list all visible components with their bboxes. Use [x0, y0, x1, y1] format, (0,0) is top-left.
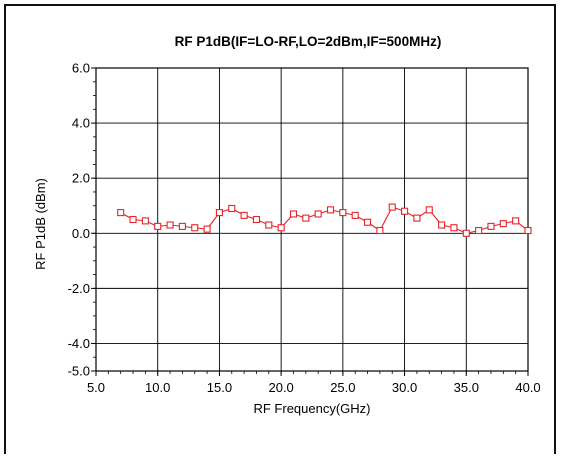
data-point: [289, 210, 298, 218]
x-tick-label: 20.0: [268, 380, 293, 395]
data-point: [363, 218, 372, 226]
data-point: [166, 221, 174, 229]
x-tick-label: 35.0: [454, 380, 479, 395]
y-tick-label: -2.0: [68, 281, 90, 296]
data-point: [178, 222, 186, 230]
data-point: [351, 211, 359, 219]
data-point: [450, 224, 458, 232]
data-point: [154, 222, 162, 230]
y-axis-label: RF P1dB (dBm): [33, 178, 48, 270]
data-point: [487, 222, 495, 230]
data-point: [376, 226, 384, 235]
y-tick-labels: 6.0 4.0 2.0 0.0 -2.0 -4.0 -5.0: [68, 61, 90, 379]
x-tick-label: 30.0: [392, 380, 417, 395]
data-point: [215, 209, 223, 217]
data-point: [339, 209, 347, 217]
x-tick-labels: 5.0 10.0 15.0 20.0 25.0 30.0 35.0 40.0: [87, 380, 541, 395]
x-tick-label: 15.0: [207, 380, 232, 395]
data-point: [228, 204, 236, 213]
data-point: [302, 214, 310, 222]
y-tick-label: -4.0: [68, 336, 90, 351]
data-point: [401, 207, 409, 215]
data-point: [524, 226, 532, 235]
data-point: [129, 215, 137, 224]
y-tick-label: 0.0: [72, 226, 90, 241]
grid: [96, 68, 528, 371]
data-point: [388, 203, 396, 211]
data-point: [499, 220, 507, 228]
x-tick-label: 5.0: [87, 380, 105, 395]
x-tick-label: 25.0: [330, 380, 355, 395]
data-point: [314, 210, 322, 218]
y-tick-label: 2.0: [72, 171, 90, 186]
y-tick-label: -5.0: [68, 364, 90, 379]
y-tick-label: 4.0: [72, 116, 90, 131]
series-line: [120, 206, 529, 234]
y-tick-label: 6.0: [72, 61, 90, 76]
data-point: [252, 215, 261, 224]
data-point: [117, 209, 125, 217]
data-point: [462, 229, 470, 237]
x-axis-label: RF Frequency(GHz): [253, 401, 370, 416]
chart-frame: RF P1dB(IF=LO-RF,LO=2dBm,IF=500MHz) 5.0 1…: [4, 4, 556, 454]
data-point: [141, 217, 149, 225]
data-point: [265, 221, 273, 229]
data-point: [413, 214, 421, 222]
x-tick-label: 40.0: [515, 380, 540, 395]
data-point: [438, 221, 446, 229]
chart-title: RF P1dB(IF=LO-RF,LO=2dBm,IF=500MHz): [175, 34, 442, 49]
series-layer: [117, 203, 532, 237]
plot-area: [95, 67, 529, 372]
x-tick-label: 10.0: [145, 380, 170, 395]
data-point: [203, 225, 211, 233]
data-point: [326, 206, 335, 214]
data-point: [277, 224, 285, 232]
chart: RF P1dB(IF=LO-RF,LO=2dBm,IF=500MHz) 5.0 1…: [33, 34, 541, 416]
data-point: [191, 224, 199, 232]
minor-ticks: [91, 67, 529, 376]
data-point: [512, 217, 520, 225]
data-point: [475, 226, 483, 235]
data-point: [240, 211, 248, 219]
data-point: [425, 206, 433, 214]
